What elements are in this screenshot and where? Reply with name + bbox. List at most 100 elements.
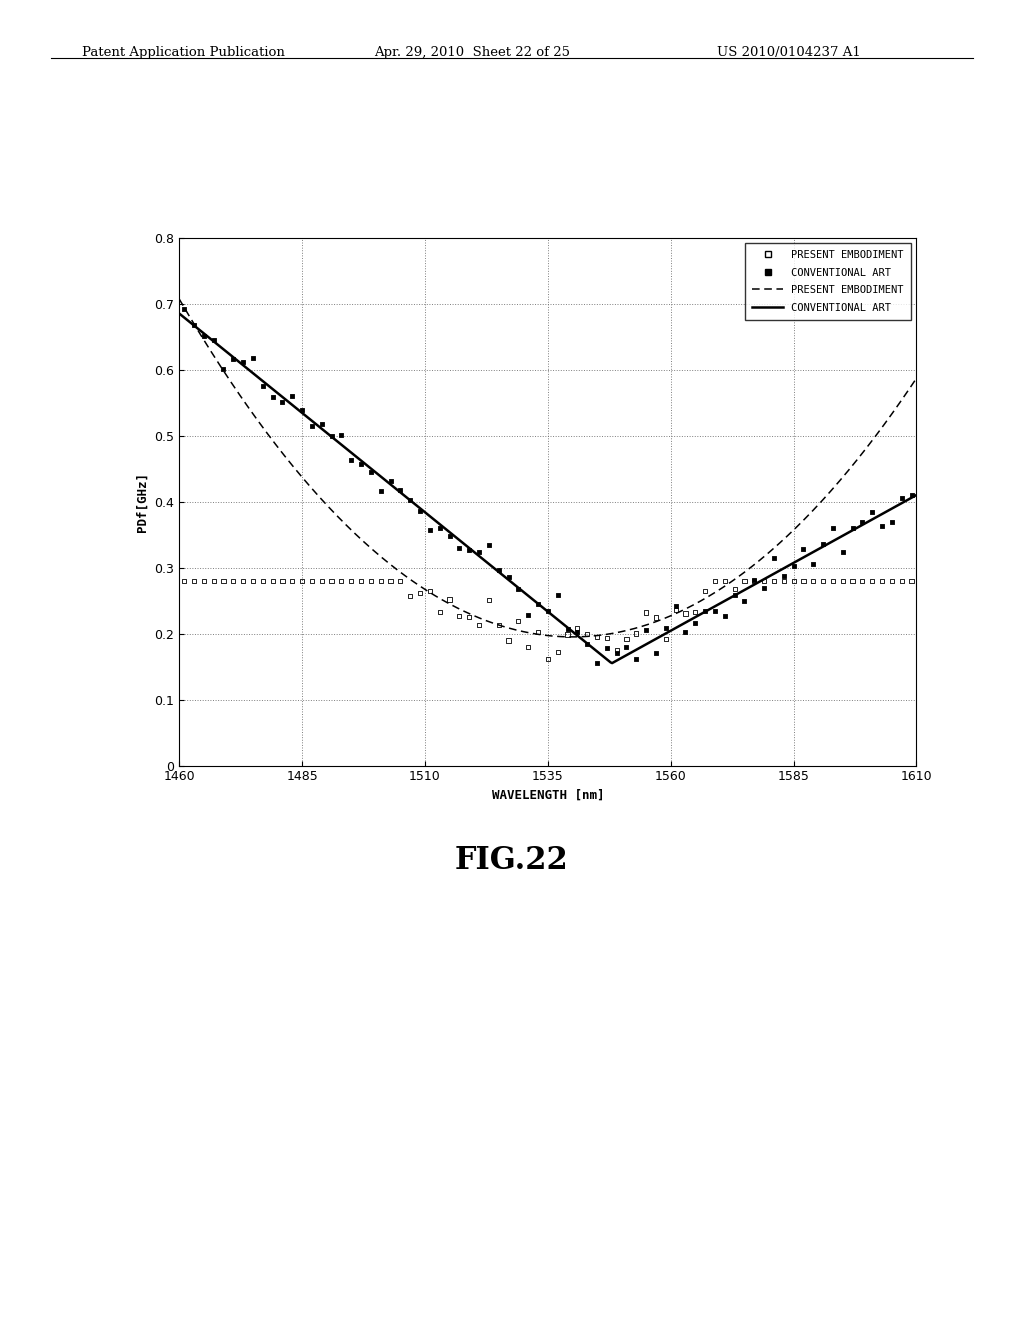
Point <box>864 502 881 523</box>
Point <box>294 570 310 591</box>
Point <box>766 570 782 591</box>
Point <box>196 570 212 591</box>
Point <box>234 351 251 372</box>
Point <box>884 570 900 591</box>
Point <box>785 570 802 591</box>
Point <box>343 570 359 591</box>
Point <box>333 570 349 591</box>
Point <box>589 627 605 648</box>
Point <box>775 565 792 586</box>
Point <box>324 425 340 446</box>
Point <box>461 606 477 627</box>
Point <box>618 636 635 657</box>
Point <box>373 480 389 502</box>
Point <box>196 326 212 347</box>
Point <box>284 570 300 591</box>
Point <box>756 570 772 591</box>
Point <box>796 539 812 560</box>
Point <box>638 602 654 623</box>
Point <box>206 570 222 591</box>
Point <box>304 416 321 437</box>
Text: FIG.22: FIG.22 <box>455 845 569 875</box>
Point <box>707 570 723 591</box>
Point <box>677 603 693 624</box>
Point <box>392 570 409 591</box>
Point <box>726 578 742 599</box>
Point <box>362 462 379 483</box>
Point <box>471 614 487 635</box>
Point <box>392 479 409 500</box>
Point <box>274 392 291 413</box>
Point <box>412 582 428 603</box>
Point <box>894 570 910 591</box>
Point <box>490 560 507 581</box>
Point <box>648 643 665 664</box>
Point <box>264 570 281 591</box>
Point <box>559 624 575 645</box>
Point <box>668 595 684 616</box>
Point <box>382 570 398 591</box>
Point <box>589 652 605 673</box>
Text: Apr. 29, 2010  Sheet 22 of 25: Apr. 29, 2010 Sheet 22 of 25 <box>374 46 569 59</box>
Point <box>362 570 379 591</box>
Point <box>717 606 733 627</box>
Point <box>599 627 615 648</box>
Point <box>884 511 900 532</box>
Point <box>176 570 193 591</box>
Point <box>185 570 202 591</box>
Point <box>353 570 370 591</box>
Point <box>736 590 753 611</box>
Point <box>815 570 831 591</box>
Point <box>490 615 507 636</box>
Point <box>873 516 890 537</box>
Point <box>687 602 703 623</box>
Point <box>225 348 242 370</box>
Point <box>382 471 398 492</box>
Point <box>480 589 497 610</box>
Point <box>274 570 291 591</box>
Point <box>569 618 586 639</box>
Point <box>431 602 447 623</box>
Point <box>805 570 821 591</box>
Point <box>845 570 861 591</box>
Point <box>373 570 389 591</box>
Point <box>540 648 556 669</box>
Point <box>471 541 487 562</box>
Point <box>756 578 772 599</box>
Point <box>717 570 733 591</box>
Point <box>766 548 782 569</box>
X-axis label: WAVELENGTH [nm]: WAVELENGTH [nm] <box>492 789 604 803</box>
Legend: PRESENT EMBODIMENT, CONVENTIONAL ART, PRESENT EMBODIMENT, CONVENTIONAL ART: PRESENT EMBODIMENT, CONVENTIONAL ART, PR… <box>744 243 911 321</box>
Point <box>746 569 763 590</box>
Point <box>657 628 674 649</box>
Point <box>264 387 281 408</box>
Point <box>697 581 714 602</box>
Point <box>176 298 193 319</box>
Point <box>648 607 665 628</box>
Point <box>480 535 497 556</box>
Text: US 2010/0104237 A1: US 2010/0104237 A1 <box>717 46 860 59</box>
Point <box>520 636 537 657</box>
Point <box>313 413 330 434</box>
Point <box>775 570 792 591</box>
Point <box>284 385 300 407</box>
Text: Patent Application Publication: Patent Application Publication <box>82 46 285 59</box>
Point <box>835 570 851 591</box>
Point <box>333 425 349 446</box>
Point <box>422 520 438 541</box>
Point <box>628 623 644 644</box>
Point <box>746 570 763 591</box>
Point <box>255 570 271 591</box>
Point <box>785 556 802 577</box>
Point <box>608 640 625 661</box>
Point <box>529 622 546 643</box>
Point <box>510 578 526 599</box>
Point <box>677 622 693 643</box>
Point <box>501 630 517 651</box>
Point <box>864 570 881 591</box>
Point <box>255 376 271 397</box>
Point <box>894 487 910 508</box>
Point <box>402 586 419 607</box>
Point <box>452 537 468 558</box>
Point <box>608 643 625 664</box>
